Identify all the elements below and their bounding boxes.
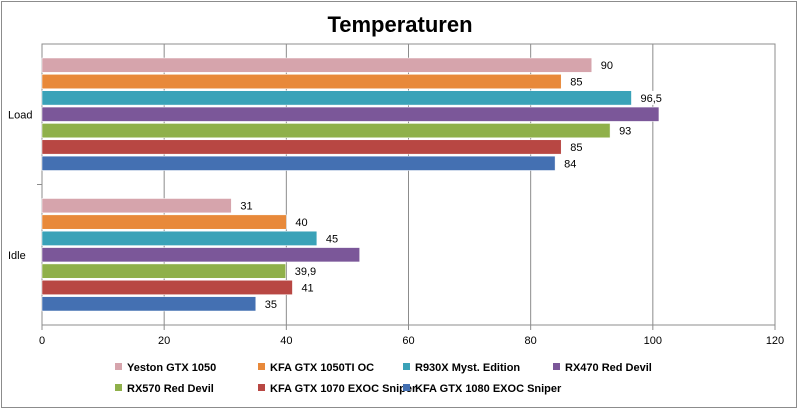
- legend-swatch: [553, 363, 560, 370]
- bar-load: [41, 90, 632, 106]
- category-label-load: Load: [8, 109, 32, 121]
- data-label: 31: [240, 201, 252, 213]
- x-tick-label: 120: [766, 335, 784, 347]
- category-label-idle: Idle: [8, 250, 26, 262]
- data-label-bg: [565, 74, 587, 89]
- bar-load: [41, 106, 660, 122]
- data-label: 96,5: [640, 93, 661, 105]
- bar-idle: [41, 247, 360, 263]
- data-label: 39,9: [295, 266, 316, 278]
- legend-entry: RX570 Red Devil: [127, 383, 214, 395]
- bar-idle: [41, 296, 257, 312]
- bar-idle: [41, 230, 318, 246]
- data-label: 35: [265, 299, 277, 311]
- data-label: 90: [601, 60, 613, 72]
- data-label: 85: [570, 77, 582, 89]
- legend-swatch: [403, 384, 410, 391]
- data-label: 45: [326, 233, 338, 245]
- bar-idle: [41, 263, 286, 279]
- bar-load: [41, 139, 562, 155]
- data-label-bg: [559, 156, 581, 171]
- x-tick-label: 0: [39, 335, 45, 347]
- data-label-bg: [289, 264, 324, 279]
- legend-entry: Yeston GTX 1050: [127, 362, 216, 374]
- data-label: 41: [301, 282, 313, 294]
- data-label-bg: [235, 198, 257, 213]
- data-label: 84: [564, 158, 576, 170]
- legend-entry: KFA GTX 1070 EXOC Sniper: [270, 383, 417, 395]
- data-label-bg: [320, 231, 342, 246]
- x-tick-label: 40: [280, 335, 292, 347]
- bar-idle: [41, 214, 287, 230]
- data-label: 93: [619, 126, 631, 138]
- bar-idle: [41, 280, 293, 295]
- data-label-bg: [296, 280, 318, 295]
- data-label: 40: [295, 217, 307, 229]
- data-label-bg: [259, 296, 281, 311]
- x-tick-label: 20: [158, 335, 170, 347]
- bar-load: [41, 123, 611, 139]
- chart-title: Temperaturen: [327, 12, 473, 37]
- legend-swatch: [258, 384, 265, 391]
- legend-entry: R930X Myst. Edition: [415, 362, 520, 374]
- bar-idle: [41, 198, 232, 214]
- bar-load: [41, 155, 556, 171]
- legend-swatch: [403, 363, 410, 370]
- x-tick-label: 80: [525, 335, 537, 347]
- legend-entry: KFA GTX 1050TI OC: [270, 362, 374, 374]
- x-tick-label: 60: [402, 335, 414, 347]
- data-label-bg: [614, 123, 636, 138]
- bar-load: [41, 74, 562, 89]
- x-tick-label: 100: [644, 335, 662, 347]
- data-label-bg: [635, 90, 670, 105]
- legend-entry: RX470 Red Devil: [565, 362, 652, 374]
- bar-load: [41, 57, 592, 73]
- data-label-bg: [290, 215, 312, 230]
- data-label: 85: [570, 142, 582, 154]
- legend-swatch: [258, 363, 265, 370]
- data-label-bg: [595, 58, 617, 73]
- legend-entry: KFA GTX 1080 EXOC Sniper: [415, 383, 562, 395]
- data-label-bg: [565, 139, 587, 154]
- legend-swatch: [115, 363, 122, 370]
- legend-swatch: [115, 384, 122, 391]
